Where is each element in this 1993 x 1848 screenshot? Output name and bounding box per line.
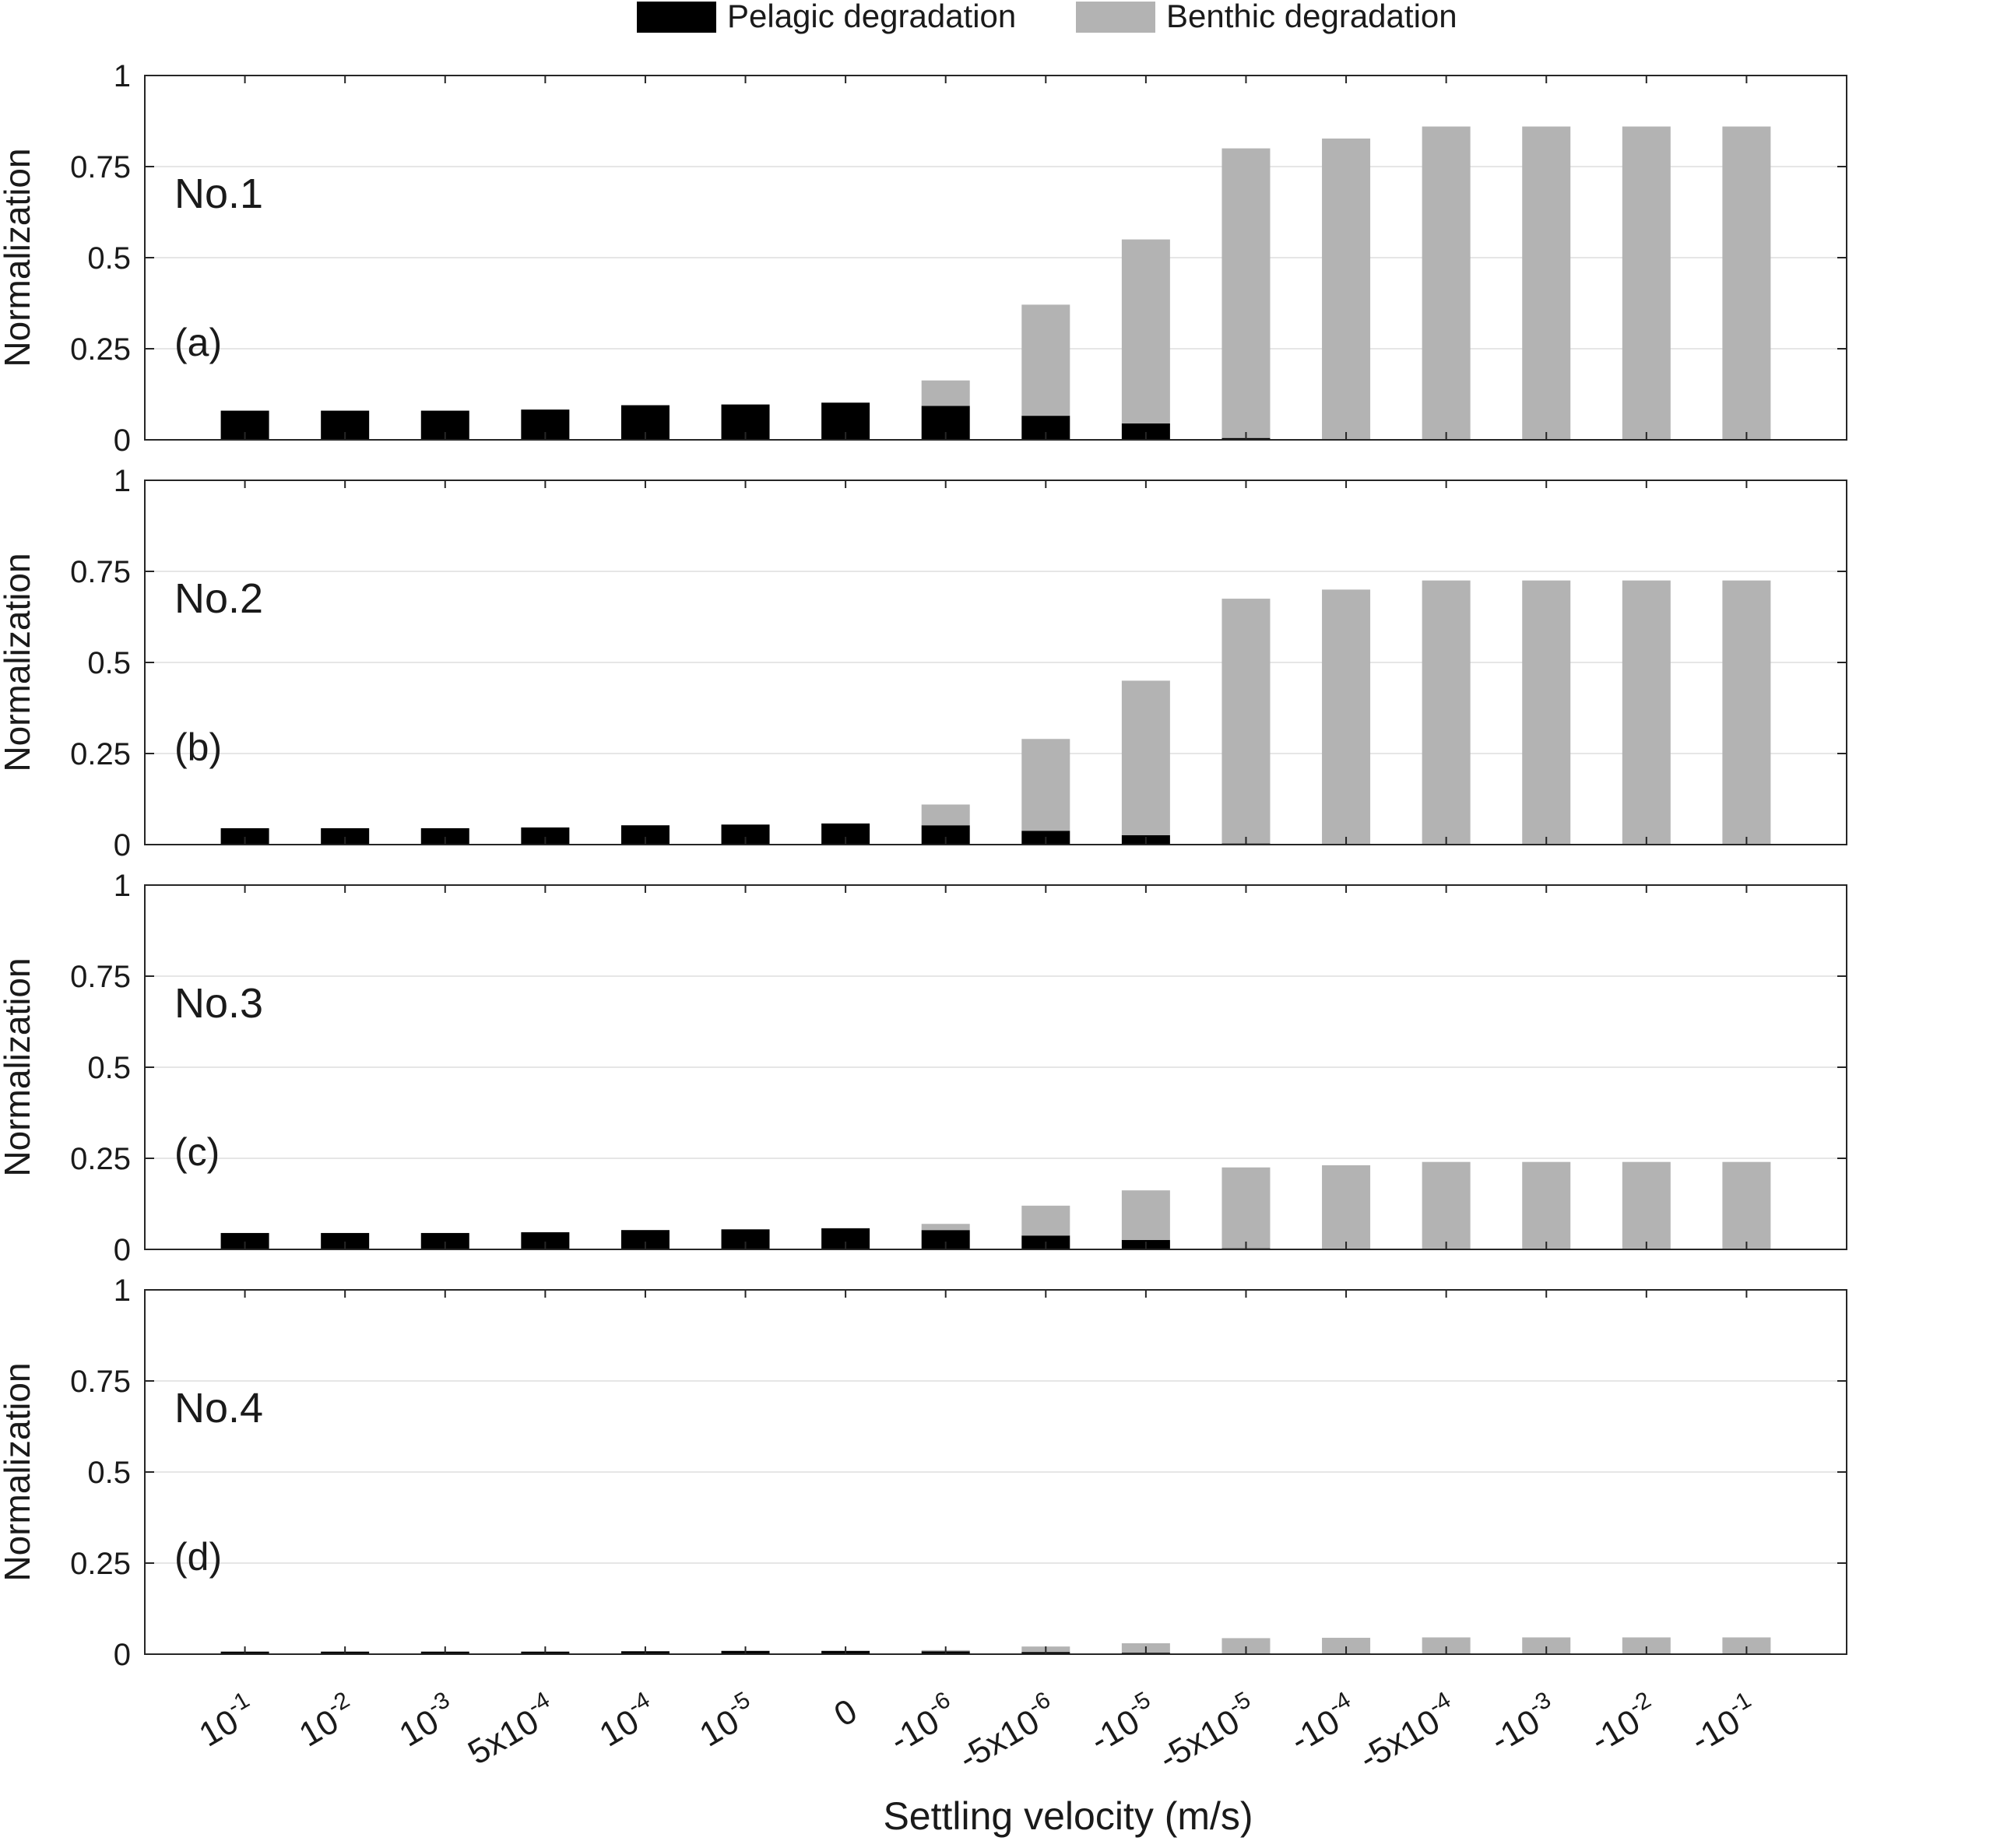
bar-benthic: [1221, 1168, 1270, 1249]
bar-benthic: [1021, 304, 1070, 416]
legend-swatch-pelagic: [637, 2, 716, 33]
y-tick-label: 1: [114, 869, 131, 903]
bar-benthic: [1622, 581, 1671, 845]
bar-benthic: [922, 1224, 970, 1230]
bar-benthic: [1522, 1162, 1570, 1249]
legend-label-benthic: Benthic degradation: [1166, 0, 1457, 34]
y-tick-label: 0: [114, 423, 131, 458]
bar-benthic: [1322, 1165, 1370, 1249]
x-tick-label: -10-4: [1281, 1687, 1364, 1760]
panel-4: 0 0.25 0.5 0.75 1 Normalization No.4 (d) 10-1 10-…: [0, 1274, 1847, 1778]
x-tick-label: 10-1: [190, 1687, 263, 1754]
x-tick-label: -10-2: [1582, 1687, 1664, 1760]
legend: Pelagic degradation Benthic degradation: [637, 0, 1457, 34]
y-tick-label: 0.5: [87, 1456, 131, 1490]
case-label: No.2: [174, 575, 263, 622]
y-axis-title: Normalization: [0, 148, 37, 367]
panel-2: 0 0.25 0.5 0.75 1 Normalization No.2 (b): [0, 464, 1847, 863]
y-tick-label: 0: [114, 1638, 131, 1672]
panel-label: (c): [174, 1130, 220, 1174]
legend-label-pelagic: Pelagic degradation: [727, 0, 1016, 34]
bar-benthic: [1422, 127, 1471, 440]
panel-3: 0 0.25 0.5 0.75 1 Normalization No.3 (c): [0, 869, 1847, 1267]
y-tick-label: 0.75: [70, 1365, 131, 1399]
bar-benthic: [1422, 581, 1471, 845]
x-tick-label: 5x10-4: [459, 1687, 564, 1772]
y-tick-label: 0.25: [70, 332, 131, 367]
bar-benthic: [1021, 739, 1070, 831]
x-tick-label: -10-6: [881, 1687, 964, 1760]
bar-benthic: [1021, 1206, 1070, 1235]
y-tick-label: 1: [114, 1274, 131, 1308]
x-tick-label: 10-3: [390, 1687, 463, 1754]
y-axis-title: Normalization: [0, 957, 37, 1176]
y-tick-label: 0: [114, 1233, 131, 1267]
x-tick-label: -5x10-5: [1150, 1687, 1264, 1778]
bar-benthic: [922, 381, 970, 406]
y-axis-title: Normalization: [0, 1362, 37, 1581]
y-tick-label: 1: [114, 464, 131, 498]
bar-benthic: [922, 805, 970, 826]
y-tick-label: 0.75: [70, 960, 131, 994]
x-axis-title: Settling velocity (m/s): [883, 1794, 1253, 1838]
y-tick-label: 0.5: [87, 1051, 131, 1085]
panel-1: 0 0.25 0.5 0.75 1 Normalization No.1 (a): [0, 59, 1847, 458]
x-tick-label: -10-3: [1482, 1687, 1564, 1760]
panels: 0 0.25 0.5 0.75 1 Normalization No.1 (a) 0 0.25 0.…: [0, 59, 1847, 1778]
case-label: No.3: [174, 980, 263, 1027]
x-tick-label: 10-4: [590, 1687, 663, 1754]
bar-benthic: [1221, 149, 1270, 438]
bar-benthic: [1622, 127, 1671, 440]
bar-benthic: [1522, 581, 1570, 845]
bar-benthic: [1122, 680, 1170, 834]
x-tick-label: -10-5: [1081, 1687, 1164, 1760]
bar-benthic: [1122, 240, 1170, 423]
y-tick-label: 0.75: [70, 150, 131, 184]
y-tick-label: 0.5: [87, 646, 131, 680]
panel-label: (d): [174, 1535, 222, 1579]
bar-benthic: [1322, 139, 1370, 439]
bar-benthic: [1722, 581, 1770, 845]
y-tick-label: 0.25: [70, 1547, 131, 1581]
bar-benthic: [1122, 1190, 1170, 1240]
x-tick-label: 0: [828, 1692, 863, 1734]
x-tick-label: 10-2: [290, 1687, 364, 1754]
y-tick-label: 0.75: [70, 555, 131, 589]
case-label: No.4: [174, 1385, 263, 1432]
y-tick-label: 0.25: [70, 737, 131, 771]
panel-label: (b): [174, 725, 222, 769]
panel-label: (a): [174, 321, 222, 364]
x-tick-label: -10-1: [1682, 1687, 1764, 1760]
y-tick-label: 1: [114, 59, 131, 93]
legend-swatch-benthic: [1076, 2, 1155, 33]
x-tick-label: -5x10-6: [950, 1687, 1063, 1778]
y-tick-label: 0: [114, 828, 131, 863]
x-tick-label: 10-5: [691, 1687, 764, 1754]
bar-benthic: [1322, 589, 1370, 844]
bar-benthic: [1722, 1162, 1770, 1249]
bar-benthic: [1622, 1162, 1671, 1249]
bar-benthic: [1522, 127, 1570, 440]
bar-benthic: [1422, 1162, 1471, 1249]
x-tick-label: -5x10-4: [1350, 1687, 1464, 1778]
bar-benthic: [1722, 127, 1770, 440]
y-tick-label: 0.25: [70, 1142, 131, 1176]
y-tick-label: 0.5: [87, 241, 131, 276]
bar-benthic: [1221, 599, 1270, 843]
case-label: No.1: [174, 170, 263, 217]
y-axis-title: Normalization: [0, 553, 37, 771]
